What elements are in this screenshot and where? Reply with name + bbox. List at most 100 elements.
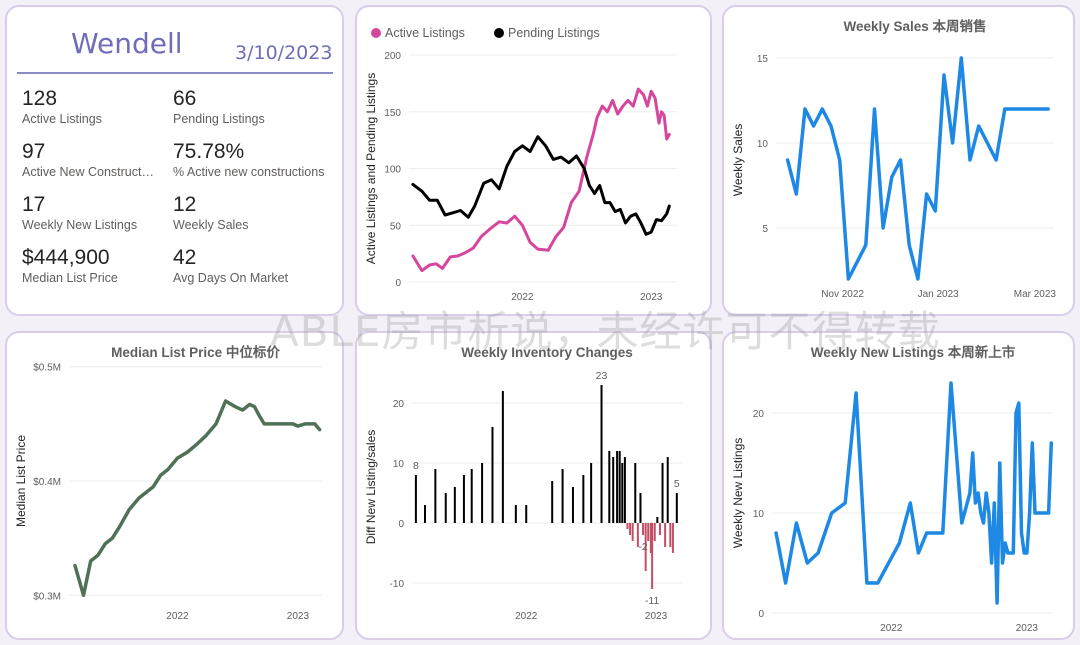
series-line-0 [785,56,1050,281]
bar [671,523,674,553]
bar [423,505,426,523]
y-axis-label: Diff New Listing/sales [364,430,378,545]
y-tick-label: $0.3M [33,591,61,602]
weekly-sales-chart: Weekly Sales 本周销售 5 10 15 Nov 2022 Jan 2023 Ma… [731,18,1057,300]
bar [618,451,621,523]
bar [561,469,564,523]
kpi-label: Weekly New Listings [22,218,138,232]
y-tick-label: 10 [393,459,405,470]
y-tick-label: 10 [753,509,765,520]
y-axis-label: Weekly Sales [731,124,745,196]
bar [647,523,650,541]
kpi-value: $444,900 [22,246,110,269]
x-tick-label: 2022 [515,611,538,622]
data-label: -2 [638,541,647,553]
legend-marker [494,28,504,38]
series-line-0 [411,87,671,273]
kpi-active-new-construction: 97 Active New Constructi... [22,140,154,180]
kpi-pending-listings: 66 Pending Listings [173,87,265,127]
bar [525,505,528,523]
kpi-label: % Active new constructions [173,165,325,179]
data-label: 5 [674,478,680,490]
kpi-card: Wendell 3/10/2023 128 Active Listings 66… [5,5,344,316]
bar [623,457,626,523]
bar [453,487,456,523]
kpi-pct-active-new-construction: 75.78% % Active new constructions [173,140,324,180]
y-tick-label: $0.4M [33,477,61,488]
kpi-value: 12 [173,193,197,216]
city-title: Wendell [71,27,183,60]
kpi-label: Median List Price [22,271,118,285]
bar [551,481,554,523]
x-tick-label: 2023 [645,611,668,622]
kpi-label: Pending Listings [173,112,265,126]
data-label: -11 [645,595,660,607]
legend-label: Active Listings [385,26,465,40]
bar [653,523,656,541]
kpi-weekly-sales: 12 Weekly Sales [173,193,249,233]
bar [612,457,615,523]
y-tick-label: 100 [384,165,401,176]
bar [590,463,593,523]
x-tick-label: 2022 [880,623,903,634]
series-line-0 [73,399,322,598]
data-label: 8 [413,460,419,472]
bar [444,493,447,523]
bar [636,523,639,547]
bar [666,457,669,523]
chart-title: Weekly Sales 本周销售 [843,18,986,34]
y-tick-label: 10 [757,139,769,150]
y-tick-label: 50 [390,221,402,232]
kpi-value: 66 [173,87,197,110]
y-tick-label: 150 [384,108,401,119]
x-tick-label: 2022 [166,611,189,622]
bar [644,523,647,571]
chart-title: Median List Price 中位标价 [111,344,280,360]
y-tick-label: 20 [753,409,765,420]
bar [631,523,634,541]
x-tick-label: 2022 [511,292,534,303]
bar [414,475,417,523]
chart-title: Weekly New Listings 本周新上市 [811,344,1016,360]
kpi-label: Active Listings [22,112,102,126]
bar [651,523,654,589]
y-axis-label: Median List Price [14,435,28,527]
bar [501,391,504,523]
y-tick-label: 5 [762,224,768,235]
x-tick-label: Jan 2023 [918,289,960,300]
bar [664,523,667,547]
series-line-1 [411,135,671,236]
bar [600,385,603,523]
bar [642,523,645,535]
legend-marker [371,28,381,38]
median-price-chart: Median List Price 中位标价 $0.3M $0.4M $0.5M 202… [14,344,322,622]
legend-label: Pending Listings [508,26,600,40]
x-tick-label: 2023 [1016,623,1039,634]
series-line-0 [774,381,1054,605]
bar [481,463,484,523]
y-tick-label: 15 [757,54,769,65]
bar [616,451,619,523]
y-tick-label: 200 [384,51,401,62]
kpi-label: Active New Constructi... [22,165,154,179]
kpi-value: 97 [22,140,46,163]
y-tick-label: 20 [393,399,405,410]
y-tick-label: -10 [390,579,405,590]
bar [608,451,611,523]
bar [470,469,473,523]
bar [675,493,678,523]
bar [669,523,672,547]
y-axis-label: Active Listings and Pending Listings [364,73,378,264]
listings-chart-card: 0 50 100 150 200 2022 2023 Active Listings and … [355,5,712,316]
x-tick-label: 2023 [287,611,310,622]
kpi-label: Avg Days On Market [173,271,289,285]
y-tick-label: 0 [395,278,401,289]
x-tick-label: 2023 [640,292,663,303]
bar [634,463,637,523]
kpi-value: 17 [22,193,46,216]
x-tick-label: Mar 2023 [1014,289,1057,300]
bar [649,523,652,553]
kpi-label: Weekly Sales [173,218,249,232]
bar [434,469,437,523]
bar [491,427,494,523]
